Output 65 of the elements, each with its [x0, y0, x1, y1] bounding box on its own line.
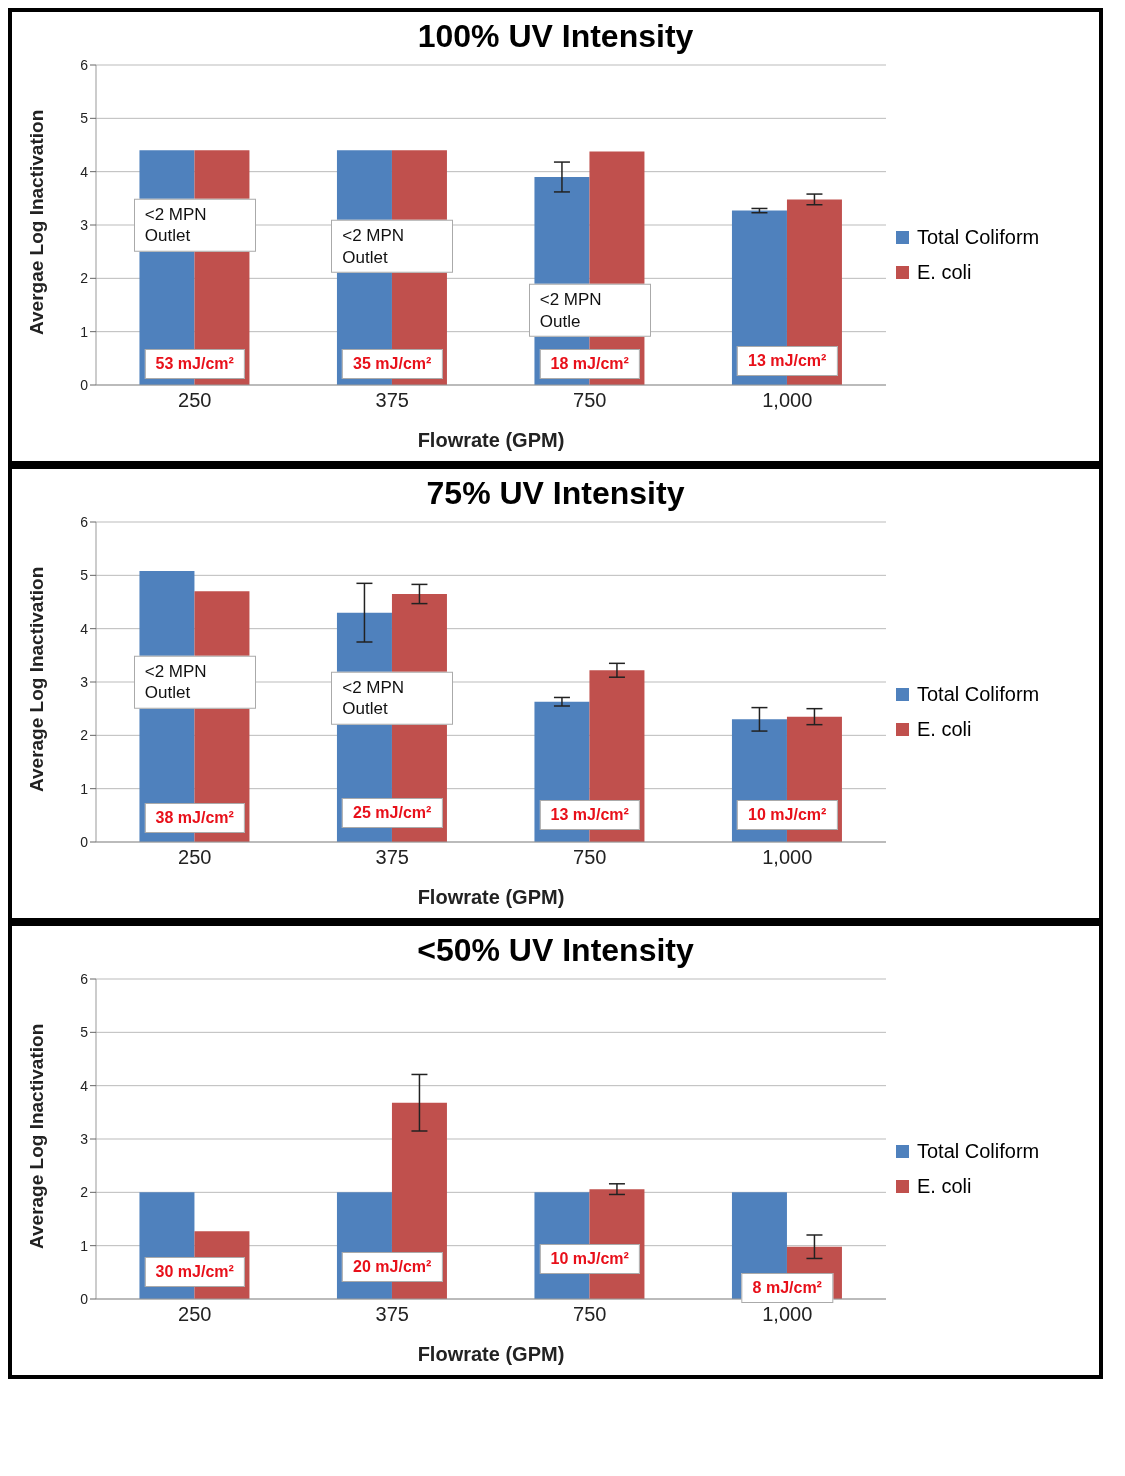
x-tick-label: 375 [375, 846, 409, 869]
note-box: <2 MPN Outlet [133, 655, 256, 709]
y-tick-label: 2 [80, 270, 89, 287]
legend-label: Total Coliform [917, 683, 1040, 706]
y-axis-title: Average Log Inactivation [25, 1023, 47, 1249]
chart-title: <50% UV Intensity [416, 932, 695, 969]
x-axis-title: Flowrate (GPM) [417, 429, 565, 451]
y-tick-label: 6 [80, 513, 89, 530]
y-tick-label: 4 [80, 1077, 89, 1094]
y-tick-label: 1 [80, 780, 89, 797]
y-tick-label: 3 [80, 216, 89, 233]
legend-label: Total Coliform [917, 1140, 1040, 1163]
y-tick-label: 3 [80, 1130, 89, 1147]
y-tick-label: 0 [80, 833, 89, 850]
note-box: 30 mJ/cm² [144, 1257, 245, 1288]
note-box: 8 mJ/cm² [741, 1273, 833, 1304]
x-tick-label: 1,000 [762, 1303, 813, 1326]
note-box: <2 MPN Outlet [331, 671, 454, 725]
y-tick-label: 5 [80, 567, 89, 584]
x-axis-title: Flowrate (GPM) [417, 886, 565, 908]
y-tick-label: 4 [80, 620, 89, 637]
x-axis-title: Flowrate (GPM) [417, 1343, 565, 1365]
y-tick-label: 4 [80, 163, 89, 180]
y-axis-title: Average Log Inactivation [25, 566, 47, 792]
y-tick-label: 6 [80, 970, 89, 987]
note-box: 25 mJ/cm² [342, 797, 443, 828]
note-box: 53 mJ/cm² [144, 348, 245, 379]
x-tick-label: 250 [178, 846, 212, 869]
note-box: 18 mJ/cm² [539, 348, 640, 379]
x-tick-label: 375 [375, 1303, 409, 1326]
x-tick-label: 1,000 [762, 389, 813, 412]
legend-label: E. coli [917, 718, 972, 741]
x-tick-label: 250 [178, 1303, 212, 1326]
y-tick-label: 0 [80, 376, 89, 393]
chart-title: 75% UV Intensity [425, 475, 686, 512]
note-box: 20 mJ/cm² [342, 1252, 443, 1282]
legend-label: E. coli [917, 1175, 972, 1198]
y-tick-label: 1 [80, 323, 89, 340]
y-tick-label: 0 [80, 1290, 89, 1307]
note-box: <2 MPN Outle [528, 284, 651, 337]
note-box: 35 mJ/cm² [342, 348, 443, 379]
note-box: 13 mJ/cm² [539, 800, 640, 831]
y-tick-label: 2 [80, 727, 89, 744]
y-tick-label: 6 [80, 56, 89, 73]
note-box: 13 mJ/cm² [737, 346, 838, 376]
legend-label: E. coli [917, 261, 972, 284]
note-box: <2 MPN Outlet [133, 198, 256, 252]
note-box: 38 mJ/cm² [144, 803, 245, 833]
y-tick-label: 3 [80, 673, 89, 690]
x-tick-label: 1,000 [762, 846, 813, 869]
legend-label: Total Coliform [917, 226, 1040, 249]
x-tick-label: 250 [178, 389, 212, 412]
note-box: 10 mJ/cm² [737, 800, 838, 831]
note-box: <2 MPN Outlet [331, 220, 454, 273]
chart-title: 100% UV Intensity [416, 18, 695, 55]
y-tick-label: 2 [80, 1184, 89, 1201]
x-tick-label: 750 [573, 1303, 607, 1326]
y-tick-label: 5 [80, 110, 89, 127]
x-tick-label: 750 [573, 389, 607, 412]
x-tick-label: 750 [573, 846, 607, 869]
y-axis-title: Avergae Log Inactivation [25, 109, 47, 335]
note-box: 10 mJ/cm² [539, 1244, 640, 1274]
y-tick-label: 5 [80, 1024, 89, 1041]
x-tick-label: 375 [375, 389, 409, 412]
y-tick-label: 1 [80, 1237, 89, 1254]
